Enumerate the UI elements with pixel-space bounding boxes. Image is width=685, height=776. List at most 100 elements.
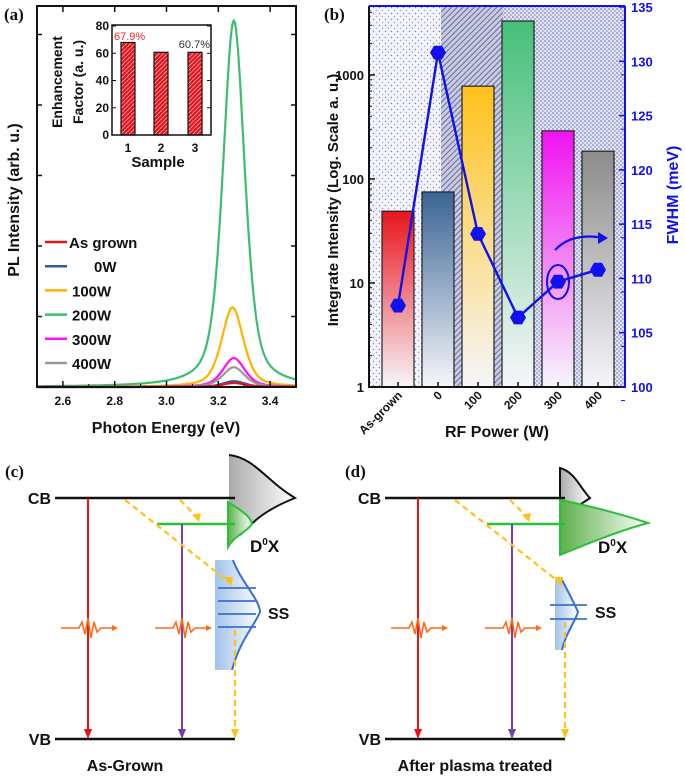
arrow-head-icon bbox=[178, 729, 186, 739]
fwhm-hexagon-marker-100 bbox=[470, 227, 486, 241]
legend-label: 400W bbox=[72, 356, 112, 373]
y2-tick-label-b: 135 bbox=[631, 0, 653, 15]
x-tick-label-a: 3.0 bbox=[158, 394, 175, 408]
x-tick-label-b: 0 bbox=[430, 388, 445, 403]
y2-tick-label-b: 130 bbox=[631, 54, 653, 69]
arrow-head-icon bbox=[192, 513, 201, 522]
d0x-distribution bbox=[559, 498, 652, 557]
inset-annotation-67: 67.9% bbox=[114, 31, 145, 43]
panel-c-band-diagram: (c)CB VB D0X SS As-Grown bbox=[5, 454, 298, 775]
inset-enhancement-chart: 1 2 3 0 20 40 60 80 67.9% 60.7% Sample Enhancement F… bbox=[49, 19, 212, 171]
panel-label-a: (a) bbox=[4, 5, 24, 24]
fwhm-hexagon-marker-200 bbox=[510, 310, 526, 325]
inset-bar-3 bbox=[187, 51, 203, 136]
inset-y-tick-label: 80 bbox=[96, 19, 110, 33]
y-axis-label-b: Integrate Intensity (Log. Scale a. u.) bbox=[325, 74, 342, 327]
arrow-head-icon bbox=[442, 625, 448, 631]
d0x-label-d: D bbox=[598, 538, 610, 557]
fwhm-hexagon-marker-400 bbox=[590, 262, 606, 277]
y2-tick-label-b: 105 bbox=[631, 326, 653, 341]
x-axis-a: 2.6 2.8 3.0 3.2 3.4 bbox=[36, 6, 297, 408]
x-axis-label-a: Photon Energy (eV) bbox=[92, 420, 240, 437]
x-tick-label-a: 3.4 bbox=[262, 394, 279, 408]
inset-y-tick-label: 20 bbox=[96, 101, 110, 115]
legend-label: 200W bbox=[72, 308, 112, 325]
d0x-label-x: X bbox=[268, 537, 280, 556]
panel-d-band-diagram: (d) CB VB D0X SS After plasma treated bbox=[345, 462, 652, 775]
yellow-dashed-arrow-to-ss bbox=[454, 499, 560, 583]
diagram-caption: After plasma treated bbox=[398, 758, 553, 775]
photon-emission-icon bbox=[485, 617, 538, 639]
photon-emission-icon bbox=[391, 617, 444, 639]
yellow-dashed-arrow-to-d0x bbox=[179, 499, 197, 517]
x-tick-label-b: 300 bbox=[541, 388, 565, 412]
d0x-label: D0X bbox=[250, 537, 280, 556]
y-tick-label-b: 1000 bbox=[335, 68, 364, 83]
y2-tick-label-b: 125 bbox=[631, 109, 653, 124]
arrow-head-icon bbox=[206, 625, 212, 631]
photon-emission-icon bbox=[61, 617, 114, 639]
arrow-head-icon bbox=[414, 729, 422, 739]
y-axis-label-a: PL Intensity (arb. u.) bbox=[6, 123, 23, 277]
fwhm-hexagon-marker-0 bbox=[430, 45, 446, 60]
legend-label: As grown bbox=[69, 235, 137, 252]
fwhm-line bbox=[390, 45, 606, 325]
x-axis-label-b: RF Power (W) bbox=[445, 424, 549, 441]
inset-y-axis-label-line1: Enhancement bbox=[49, 36, 65, 128]
highlight-ellipse bbox=[546, 264, 570, 300]
legend-a: As grown 0W 100W 200W 300W 400W bbox=[45, 235, 137, 373]
d0x-label-superscript: 0 bbox=[262, 537, 268, 548]
arrow-head-icon bbox=[522, 513, 531, 522]
bar-0 bbox=[421, 191, 455, 388]
cb-label: CB bbox=[28, 491, 51, 508]
inset-y-tick-label: 40 bbox=[96, 74, 110, 88]
y2-tick-label-b: 115 bbox=[631, 217, 652, 232]
y-tick-label-b: 100 bbox=[342, 172, 364, 187]
x-tick-label-b: 100 bbox=[461, 388, 485, 412]
arrow-head-icon bbox=[224, 577, 233, 587]
vb-label: VB bbox=[359, 732, 381, 749]
d0x-label-superscript: 0 bbox=[610, 538, 616, 549]
d0x-label-x: X bbox=[616, 538, 628, 557]
bar-200 bbox=[501, 20, 535, 388]
panel-label-c: (c) bbox=[5, 462, 24, 481]
panel-a-pl-spectra: (a) 2.6 2.8 3.0 3.2 3.4 Photon Energy (eV) P… bbox=[4, 5, 297, 437]
diagram-caption: As-Grown bbox=[87, 758, 163, 775]
arrow-head-icon bbox=[508, 729, 516, 739]
x-tick-label-b: 200 bbox=[501, 388, 525, 412]
cb-label: CB bbox=[358, 491, 381, 508]
legend-label: 100W bbox=[72, 283, 112, 300]
surface-state-fill bbox=[555, 580, 578, 650]
d0x-label-d: D bbox=[250, 537, 262, 556]
y2-tick-label-b: 100 bbox=[631, 380, 653, 395]
legend-label: 300W bbox=[72, 332, 112, 349]
inset-x-tick-label: 3 bbox=[192, 141, 199, 155]
panel-label-b: (b) bbox=[324, 5, 345, 24]
inset-annotation-60: 60.7% bbox=[179, 39, 210, 51]
y-tick-label-b: 1 bbox=[357, 380, 364, 395]
inset-y-tick-label: 60 bbox=[96, 46, 110, 60]
x-tick-label-b: 400 bbox=[581, 388, 605, 412]
inset-x-axis-label: Sample bbox=[131, 154, 184, 171]
d0x-distribution bbox=[227, 500, 254, 551]
inset-bar-2 bbox=[153, 51, 169, 136]
fwhm-hexagon-marker-300 bbox=[550, 274, 566, 289]
y2-tick-label-b: 120 bbox=[631, 163, 653, 178]
x-tick-label-a: 2.6 bbox=[55, 394, 72, 408]
x-tick-label-a: 2.8 bbox=[106, 394, 123, 408]
d0x-label: D0X bbox=[598, 538, 628, 557]
x-tick-label-a: 3.2 bbox=[210, 394, 227, 408]
fwhm-hexagon-marker-As-grown bbox=[390, 298, 406, 313]
vb-label: VB bbox=[29, 732, 51, 749]
y-tick-label-b: 10 bbox=[350, 276, 364, 291]
legend-label: 0W bbox=[94, 259, 117, 276]
ss-label: SS bbox=[595, 605, 617, 622]
panel-label-d: (d) bbox=[345, 462, 366, 481]
inset-y-tick-label: 0 bbox=[102, 128, 109, 142]
arrow-head-icon bbox=[84, 729, 92, 739]
bar-300 bbox=[541, 130, 575, 388]
inset-bar-1 bbox=[120, 41, 136, 136]
inset-x-tick-label: 2 bbox=[158, 141, 165, 155]
surface-state-distribution bbox=[231, 559, 262, 671]
